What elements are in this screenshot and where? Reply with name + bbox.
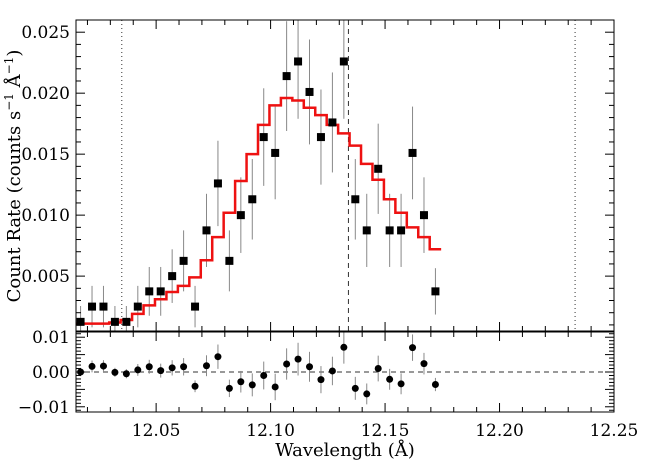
- residual-point: [88, 362, 96, 370]
- residual-point: [145, 363, 153, 371]
- x-tick-label: 12.25: [590, 421, 639, 441]
- data-point: [316, 133, 325, 142]
- data-point: [305, 87, 314, 96]
- residual-point: [351, 384, 359, 392]
- data-point: [271, 148, 280, 157]
- residual-point: [111, 368, 119, 376]
- data-point: [179, 256, 188, 265]
- residual-errorbars: [80, 332, 436, 405]
- residual-point: [363, 390, 371, 398]
- residual-point: [283, 360, 291, 368]
- data-point: [88, 302, 97, 311]
- data-point: [431, 287, 440, 296]
- residual-point: [168, 364, 176, 372]
- residual-y-tick-label: −0.01: [18, 398, 70, 418]
- reference-lines: [121, 20, 576, 331]
- residual-point: [237, 378, 245, 386]
- data-points: [76, 57, 440, 326]
- data-point: [328, 118, 337, 127]
- residual-point: [191, 382, 199, 390]
- residual-y-ticks: 0.01 0.00 −0.01: [18, 328, 614, 418]
- data-point: [99, 302, 108, 311]
- residual-point: [328, 367, 336, 375]
- x-tick-label: 12.10: [246, 421, 295, 441]
- main-x-ticks: [86, 20, 615, 331]
- y-tick-label: 0.005: [21, 267, 70, 287]
- residual-point: [397, 380, 405, 388]
- residual-point: [386, 375, 394, 383]
- data-point: [122, 317, 131, 326]
- residual-point: [134, 366, 142, 374]
- data-point: [191, 302, 200, 311]
- data-point: [351, 195, 360, 204]
- residual-point: [294, 355, 302, 363]
- data-point: [110, 317, 119, 326]
- x-tick-label: 12.20: [475, 421, 524, 441]
- residual-point: [260, 371, 268, 379]
- residual-point: [317, 376, 325, 384]
- x-tick-label: 12.05: [132, 421, 181, 441]
- residual-point: [214, 353, 222, 361]
- residual-point: [180, 363, 188, 371]
- main-panel: 0.005 0.010 0.015 0.020 0.025 Count Rate (co…: [2, 19, 615, 332]
- residual-point: [202, 362, 210, 370]
- data-errorbars: [80, 20, 436, 331]
- residual-point: [374, 365, 382, 373]
- data-point: [259, 133, 268, 142]
- residual-points: [77, 343, 439, 398]
- data-point: [362, 226, 371, 235]
- residual-x-ticks: 12.05 12.10 12.15 12.20 12.25: [86, 332, 639, 441]
- data-point: [385, 226, 394, 235]
- main-y-ticks: 0.005 0.010 0.015 0.020 0.025: [21, 23, 614, 326]
- x-axis-label: Wavelength (Å): [275, 439, 415, 461]
- residual-point: [122, 370, 130, 378]
- data-point: [202, 226, 211, 235]
- data-point: [294, 57, 303, 66]
- data-point: [76, 317, 85, 326]
- residual-point: [99, 362, 107, 370]
- data-point: [133, 302, 142, 311]
- residual-point: [306, 363, 314, 371]
- y-axis-label: Count Rate (counts s−1 Å−1): [2, 50, 25, 303]
- residual-point: [248, 381, 256, 389]
- data-point: [225, 256, 234, 265]
- data-point: [156, 287, 165, 296]
- data-point: [213, 179, 222, 188]
- data-point: [236, 211, 245, 220]
- residual-point: [225, 384, 233, 392]
- x-tick-label: 12.15: [361, 421, 410, 441]
- residual-point: [409, 344, 417, 352]
- y-tick-label: 0.010: [21, 206, 70, 226]
- residual-point: [271, 383, 279, 391]
- data-point: [282, 72, 291, 81]
- residual-y-tick-label: 0.01: [32, 328, 70, 348]
- data-point: [248, 195, 257, 204]
- residual-point: [420, 360, 428, 368]
- main-plot-frame: [75, 19, 615, 332]
- data-point: [419, 211, 428, 220]
- data-point: [168, 272, 177, 281]
- residual-y-tick-label: 0.00: [32, 363, 70, 383]
- data-point: [339, 57, 348, 66]
- residual-point: [157, 367, 165, 375]
- residual-panel: 12.05 12.10 12.15 12.20 12.25 0.010.00−0.01 …: [18, 328, 638, 461]
- y-tick-label: 0.015: [21, 145, 70, 165]
- y-tick-label: 0.025: [21, 23, 70, 43]
- data-point: [145, 287, 154, 296]
- data-point: [408, 148, 417, 157]
- model-curve: [76, 96, 442, 325]
- model-step-line: [76, 96, 442, 325]
- data-point: [374, 164, 383, 173]
- y-tick-label: 0.020: [21, 84, 70, 104]
- residual-point: [431, 381, 439, 389]
- residual-point: [340, 343, 348, 351]
- data-point: [397, 226, 406, 235]
